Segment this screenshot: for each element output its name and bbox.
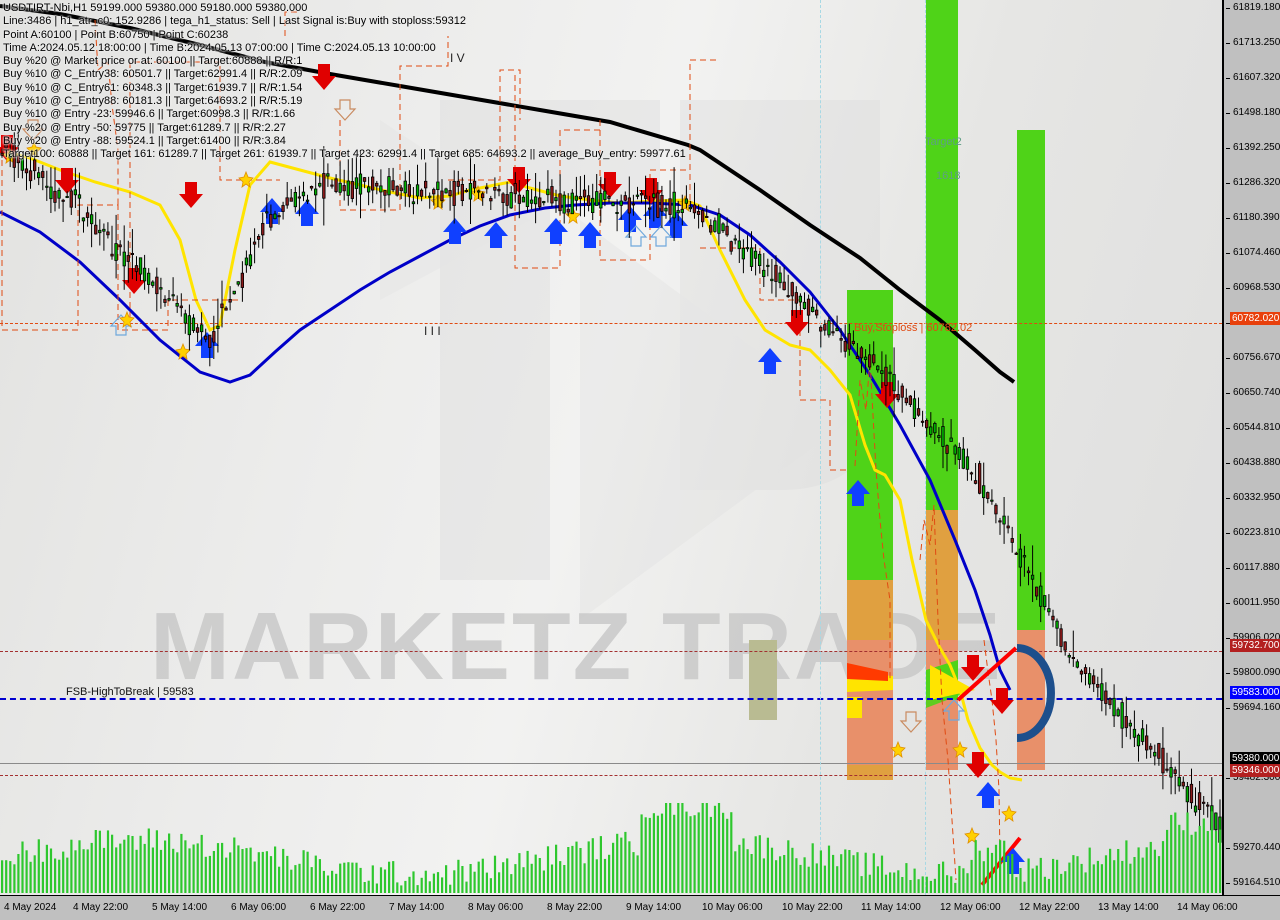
sell-arrow-group (0, 64, 1014, 778)
fsb-high-to-break-label: FSB-HighToBreak | 59583 (66, 686, 194, 698)
fib-1618-label: 1618 (936, 170, 961, 182)
fsb-break-level-line (0, 698, 1222, 700)
info-line-2: Point A:60100 | Point B:60750 | Point C:… (3, 28, 229, 41)
session-divider-2 (925, 0, 926, 895)
stoploss-price-label[interactable]: 60782.020 (1230, 312, 1280, 325)
zone-green-col2 (926, 318, 958, 510)
time-axis[interactable]: 4 May 2024 4 May 22:00 5 May 14:00 6 May 06… (0, 895, 1280, 920)
info-line-5: Buy %10 @ C_Entry38: 60501.7 || Target:6… (3, 68, 303, 81)
time-tick: 12 May 06:00 (940, 902, 1001, 913)
time-tick: 9 May 14:00 (626, 902, 682, 913)
ma-blue-line (0, 201, 1012, 691)
buy-stoploss-label: Buy,Stoploss | 60782.02 (854, 322, 973, 334)
buy-arrow-group (195, 198, 1025, 874)
stoploss-level-line (0, 323, 1222, 324)
info-line-4: Buy %20 @ Market price or at: 60100 || T… (3, 55, 303, 68)
wave-iii-label: I I I (424, 324, 441, 338)
chart-info-panel: USDTIRT-Nbi,H1 59199.000 59380.000 59180… (3, 2, 686, 162)
ask2-price-label[interactable]: 59346.000 (1230, 764, 1280, 777)
chart-plot-area[interactable]: MARKETZ TRADE (0, 0, 1222, 895)
zone-green-right (1017, 130, 1045, 630)
time-tick: 7 May 14:00 (389, 902, 445, 913)
volume-histogram (1, 803, 1222, 893)
info-line-10: Buy %20 @ Entry -88: 59524.1 || Target:6… (3, 134, 286, 147)
info-line-0: USDTIRT-Nbi,H1 59199.000 59380.000 59180… (3, 2, 308, 14)
info-line-7: Buy %10 @ C_Entry88: 60181.3 || Target:6… (3, 95, 303, 108)
time-tick: 5 May 14:00 (152, 902, 208, 913)
info-line-3: Time A:2024.05.12 18:00:00 | Time B:2024… (3, 41, 436, 54)
candlestick-series (0, 130, 1222, 863)
zone-olive-box (749, 640, 777, 720)
hollow-sell-arrow-group (21, 99, 923, 733)
info-line-9: Buy %20 @ Entry -50: 59775 || Target:612… (3, 121, 286, 134)
session-divider-1 (820, 0, 821, 895)
price-axis[interactable]: 61819.180 61713.250 61607.320 61498.180 6139… (1222, 0, 1280, 895)
time-tick: 6 May 22:00 (310, 902, 366, 913)
info-line-6: Buy %10 @ C_Entry61: 60348.3 || Target:6… (3, 81, 303, 94)
ma-black-line (0, 4, 1016, 384)
indicator-overlay (0, 4, 1055, 887)
bid-price-label[interactable]: 59380.000 (1230, 752, 1280, 765)
time-tick: 10 May 22:00 (782, 902, 843, 913)
time-tick: 4 May 22:00 (73, 902, 129, 913)
ask-price-label[interactable]: 59732.700 (1230, 639, 1280, 652)
time-tick: 13 May 14:00 (1098, 902, 1159, 913)
time-tick: 8 May 22:00 (547, 902, 603, 913)
wave-iv-label: I V (450, 51, 465, 65)
time-tick: 12 May 22:00 (1019, 902, 1080, 913)
info-line-8: Buy %10 @ Entry -23: 59946.6 || Target:6… (3, 108, 296, 121)
time-tick: 10 May 06:00 (702, 902, 763, 913)
time-tick: 11 May 14:00 (861, 902, 921, 913)
time-tick: 4 May 2024 (4, 902, 57, 913)
target2-label: Target2 (925, 136, 962, 148)
info-line-11: Target100: 60888 || Target 161: 61289.7 … (3, 148, 686, 161)
ask2-level-line (0, 775, 1222, 776)
zone-green-mid (847, 290, 893, 580)
time-tick: 8 May 06:00 (468, 902, 524, 913)
time-tick: 6 May 06:00 (231, 902, 287, 913)
trendline-red-upper (956, 646, 1018, 702)
bid-level-line (0, 763, 1222, 764)
zone-green-target2 (926, 0, 958, 318)
info-line-1: Line:3486 | h1_atr_c0: 152.9286 | tega_h… (3, 15, 466, 28)
highbreak-price-label[interactable]: 59583.000 (1230, 686, 1280, 699)
time-tick: 14 May 06:00 (1177, 902, 1238, 913)
ask-level-line (0, 651, 1222, 652)
blue-arc-marker (1016, 644, 1055, 742)
